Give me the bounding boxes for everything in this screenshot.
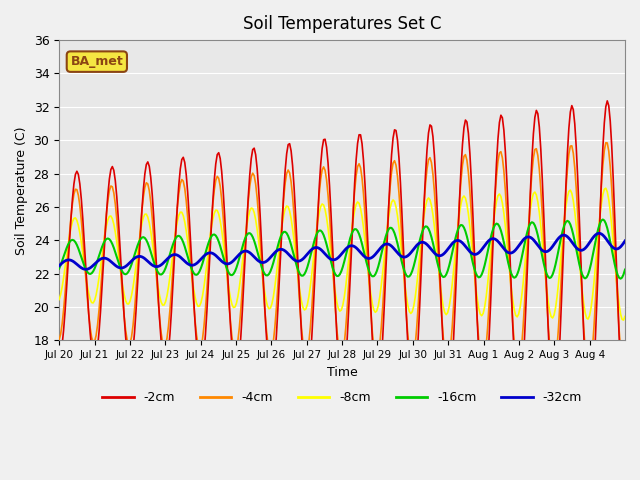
- X-axis label: Time: Time: [326, 366, 358, 379]
- Legend: -2cm, -4cm, -8cm, -16cm, -32cm: -2cm, -4cm, -8cm, -16cm, -32cm: [97, 386, 587, 409]
- Y-axis label: Soil Temperature (C): Soil Temperature (C): [15, 126, 28, 254]
- Title: Soil Temperatures Set C: Soil Temperatures Set C: [243, 15, 442, 33]
- Text: BA_met: BA_met: [70, 55, 124, 68]
